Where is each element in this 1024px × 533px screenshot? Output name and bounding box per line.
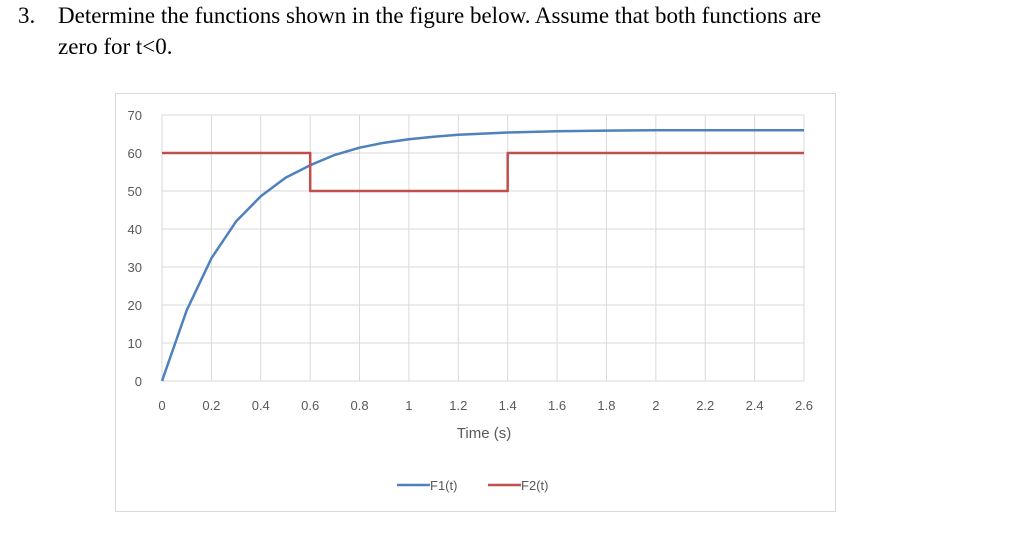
line-chart: 0 10 20 30 40 50 60 70 0 0.2 0.4 0.6 0.8 1 1.2 1.4 1.6 1… [128, 108, 814, 493]
x-tick-label: 2.2 [696, 398, 714, 413]
question-line-1: 3. Determine the functions shown in the f… [18, 0, 1008, 31]
y-tick-label: 10 [128, 336, 142, 351]
x-axis-label: Time (s) [457, 425, 511, 442]
y-tick-label: 20 [128, 298, 142, 313]
legend-label: F2(t) [521, 478, 548, 493]
y-tick-label: 0 [135, 374, 142, 389]
x-tick-label: 0.4 [252, 398, 270, 413]
y-tick-label: 70 [128, 108, 142, 123]
question-text-line-1: Determine the functions shown in the fig… [58, 3, 822, 28]
legend: F1(t) F2(t) [397, 478, 548, 493]
x-tick-label: 0 [158, 398, 165, 413]
x-tick-label: 1.4 [499, 398, 517, 413]
x-tick-label: 1 [405, 398, 412, 413]
x-tick-label: 0.8 [350, 398, 368, 413]
y-tick-label: 60 [128, 146, 142, 161]
y-tick-label: 30 [128, 260, 142, 275]
chart-frame: 0 10 20 30 40 50 60 70 0 0.2 0.4 0.6 0.8 1 1.2 1.4 1.6 1… [115, 93, 836, 512]
x-tick-label: 1.2 [449, 398, 467, 413]
gridlines [161, 114, 805, 382]
question-number: 3. [18, 3, 36, 28]
series-lines [160, 128, 804, 382]
y-tick-label: 40 [128, 222, 142, 237]
series-line-f2t [162, 151, 804, 193]
question-text-line-2: zero for t<0. [58, 34, 173, 59]
x-tick-label: 2.6 [795, 398, 813, 413]
x-tick-labels: 0 0.2 0.4 0.6 0.8 1 1.2 1.4 1.6 1.8 2 2.2 2.4 2.6 [158, 398, 813, 413]
x-tick-label: 2.4 [746, 398, 764, 413]
x-tick-label: 1.6 [548, 398, 566, 413]
y-tick-label: 50 [128, 184, 142, 199]
question-text: 3. Determine the functions shown in the f… [18, 0, 1008, 62]
series-line-f1t [160, 128, 804, 382]
x-tick-label: 0.6 [301, 398, 319, 413]
y-tick-labels: 0 10 20 30 40 50 60 70 [128, 108, 142, 389]
x-tick-label: 2 [652, 398, 659, 413]
x-tick-label: 0.2 [202, 398, 220, 413]
x-tick-label: 1.8 [597, 398, 615, 413]
legend-label: F1(t) [430, 478, 457, 493]
